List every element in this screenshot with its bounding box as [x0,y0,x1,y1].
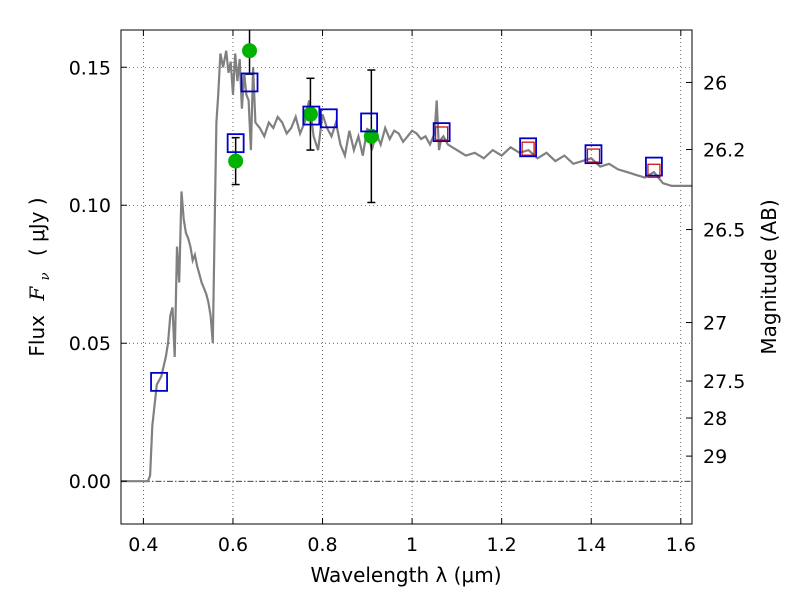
y-title-prefix: Flux [25,315,49,357]
y-tick-label: 0.00 [69,471,111,493]
y-tick-labels: 0.00 0.05 0.10 0.15 [69,57,111,493]
plot-frame [120,29,693,525]
x-tick-label: 1.6 [666,534,696,556]
y-title-symbol: F [25,286,49,302]
model-square [226,133,245,154]
model-square [302,105,321,126]
right-axis-title: Magnitude (AB) [757,199,781,354]
y-tick-label: 0.15 [69,57,111,79]
x-tick-label: 1 [406,534,418,556]
model-square [240,72,259,93]
grid [121,30,692,524]
sed-model-curve [121,50,692,483]
ir-square [435,126,449,141]
y-axis-title: Flux F ν ( μJy ) [25,197,54,356]
magnitude-tick-label: 27 [703,313,727,335]
observed-point [302,106,318,122]
observed-points [228,43,379,169]
y-title-subscript: ν [38,272,53,280]
observed-point [228,153,244,169]
model-square [519,137,537,158]
magnitude-tick-label: 26.5 [703,220,745,242]
model-square [432,122,451,143]
x-tick-label: 0.4 [128,534,158,556]
y-title-unit: ( μJy ) [25,197,49,256]
plot-area [121,30,692,483]
ir-square [521,141,535,156]
magnitude-tick-label: 26 [703,72,727,94]
x-tick-label: 0.6 [218,534,248,556]
ir-square [647,163,661,178]
x-axis-title: Wavelength λ (μm) [310,563,501,587]
ticks [121,30,692,524]
y-tick-label: 0.10 [69,195,111,217]
x-tick-label: 1.4 [576,534,606,556]
model-square [645,156,663,177]
svg-text:Flux F ν ( μ: Flux F ν ( μJy ) [25,197,54,356]
magnitude-tick-label: 27.5 [703,371,745,393]
model-square [319,108,338,129]
x-tick-labels: 0.4 0.6 0.8 1 1.2 1.4 1.6 [128,534,696,556]
model-squares [150,72,663,392]
magnitude-tick-label: 29 [703,446,727,468]
x-tick-label: 0.8 [307,534,337,556]
observed-point [363,128,379,144]
magnitude-tick-label: 28 [703,408,727,430]
model-square [360,112,379,133]
x-tick-label: 1.2 [487,534,517,556]
ir-squares [435,126,661,178]
observed-point [242,43,258,59]
ir-square [586,148,601,163]
model-square [150,371,168,392]
model-square [584,144,603,165]
magnitude-tick-label: 26.2 [703,139,745,161]
y-tick-label: 0.05 [69,333,111,355]
magnitude-tick-labels: 26 26.2 26.5 27 27.5 28 29 [703,72,745,468]
